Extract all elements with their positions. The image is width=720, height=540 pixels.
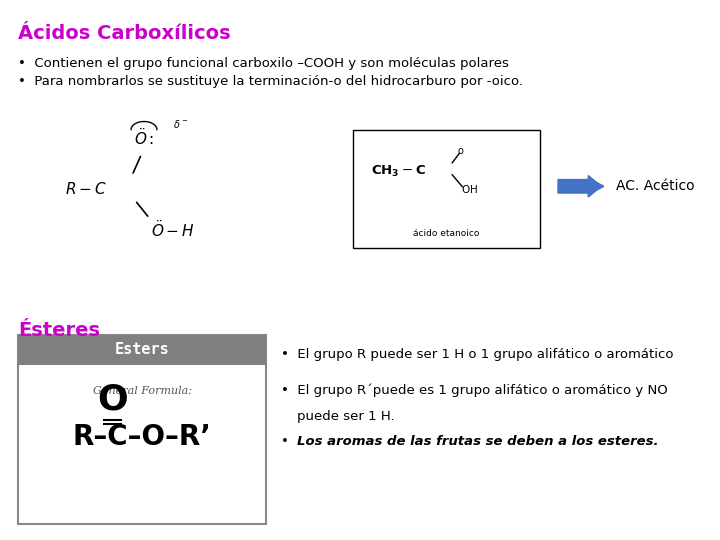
Text: $\mathit{\ddot{O}}:$: $\mathit{\ddot{O}}:$	[134, 127, 154, 148]
Text: •: •	[281, 435, 297, 448]
Text: $\mathit{\ddot{O}}-\mathit{H}$: $\mathit{\ddot{O}}-\mathit{H}$	[151, 219, 195, 240]
FancyArrow shape	[558, 176, 601, 197]
Text: •  El grupo R puede ser 1 H o 1 grupo alifático o aromático: • El grupo R puede ser 1 H o 1 grupo ali…	[281, 348, 673, 361]
Text: $\mathit{R}-\mathit{C}$: $\mathit{R}-\mathit{C}$	[65, 181, 107, 197]
Text: R–C–O–R’: R–C–O–R’	[73, 423, 212, 451]
Text: $\mathrm{OH}$: $\mathrm{OH}$	[461, 183, 477, 195]
Text: $\delta^-$: $\delta^-$	[173, 118, 188, 130]
Text: Esters: Esters	[114, 342, 170, 357]
Text: General Formula:: General Formula:	[93, 386, 192, 396]
Bar	[18, 335, 266, 365]
Text: O: O	[97, 383, 127, 416]
Text: ácido etanoico: ácido etanoico	[413, 228, 480, 238]
Text: $\mathbf{CH_3}-\mathbf{C}$: $\mathbf{CH_3}-\mathbf{C}$	[371, 164, 426, 179]
Text: Ésteres: Ésteres	[18, 321, 100, 340]
Text: •  Contienen el grupo funcional carboxilo –COOH y son moléculas polares: • Contienen el grupo funcional carboxilo…	[18, 57, 509, 70]
Text: AC. Acético: AC. Acético	[616, 179, 694, 193]
Text: Los aromas de las frutas se deben a los esteres.: Los aromas de las frutas se deben a los …	[297, 435, 658, 448]
Text: •  Para nombrarlos se sustituye la terminación-o del hidrocarburo por -oico.: • Para nombrarlos se sustituye la termin…	[18, 75, 523, 87]
FancyBboxPatch shape	[353, 130, 540, 248]
Text: Ácidos Carboxílicos: Ácidos Carboxílicos	[18, 24, 230, 43]
Text: $\mathrm{o}$: $\mathrm{o}$	[457, 146, 464, 156]
Text: •  El grupo R´puede es 1 grupo alifático o aromático y NO: • El grupo R´puede es 1 grupo alifático …	[281, 383, 667, 397]
Text: puede ser 1 H.: puede ser 1 H.	[297, 410, 395, 423]
FancyBboxPatch shape	[18, 335, 266, 524]
